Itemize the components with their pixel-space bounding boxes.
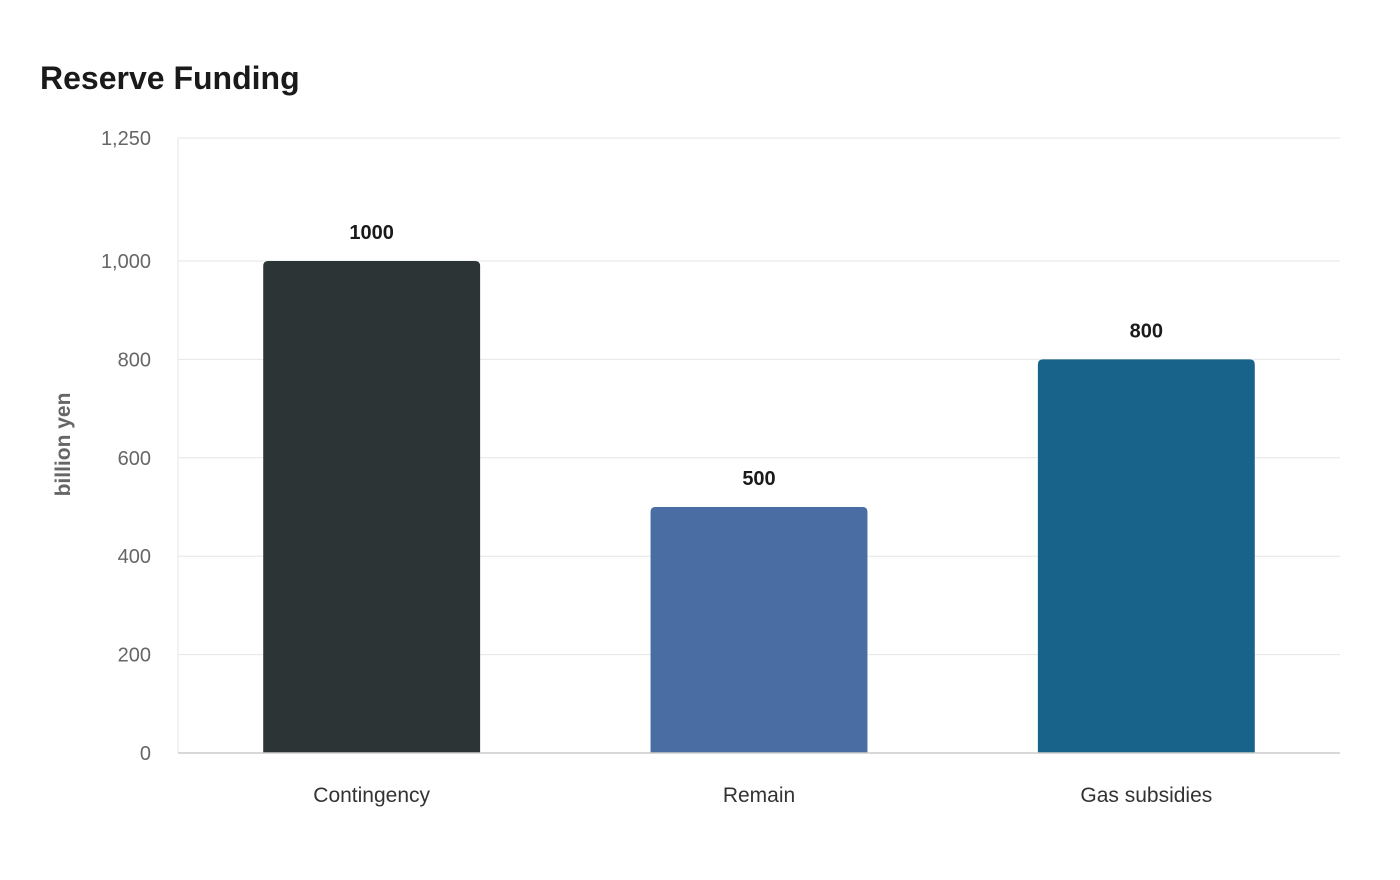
bar-contingency <box>263 261 481 753</box>
bars <box>263 261 1255 753</box>
chart-title: Reserve Funding <box>40 60 300 96</box>
y-tick-label: 0 <box>140 743 151 765</box>
bar-gas-subsidies <box>1037 359 1255 753</box>
x-tick-label: Gas subsidies <box>1080 784 1212 807</box>
x-axis-ticks: Contingency Remain Gas subsidies <box>313 784 1212 807</box>
y-tick-label: 800 <box>118 349 151 371</box>
x-tick-label: Contingency <box>313 784 430 807</box>
y-tick-label: 200 <box>118 645 151 667</box>
y-axis-ticks: 0 200 400 600 800 1,000 1,250 <box>101 128 151 765</box>
data-label: 800 <box>1130 320 1163 342</box>
x-tick-label: Remain <box>723 784 795 807</box>
y-tick-label: 600 <box>118 448 151 470</box>
data-label: 1000 <box>349 222 394 244</box>
y-tick-label: 400 <box>118 546 151 568</box>
bar-remain <box>650 507 868 753</box>
data-labels: 1000 500 800 <box>349 222 1163 490</box>
y-tick-label: 1,000 <box>101 251 151 273</box>
y-axis-label: billion yen <box>52 393 75 497</box>
data-label: 500 <box>742 468 775 490</box>
y-tick-label: 1,250 <box>101 128 151 150</box>
